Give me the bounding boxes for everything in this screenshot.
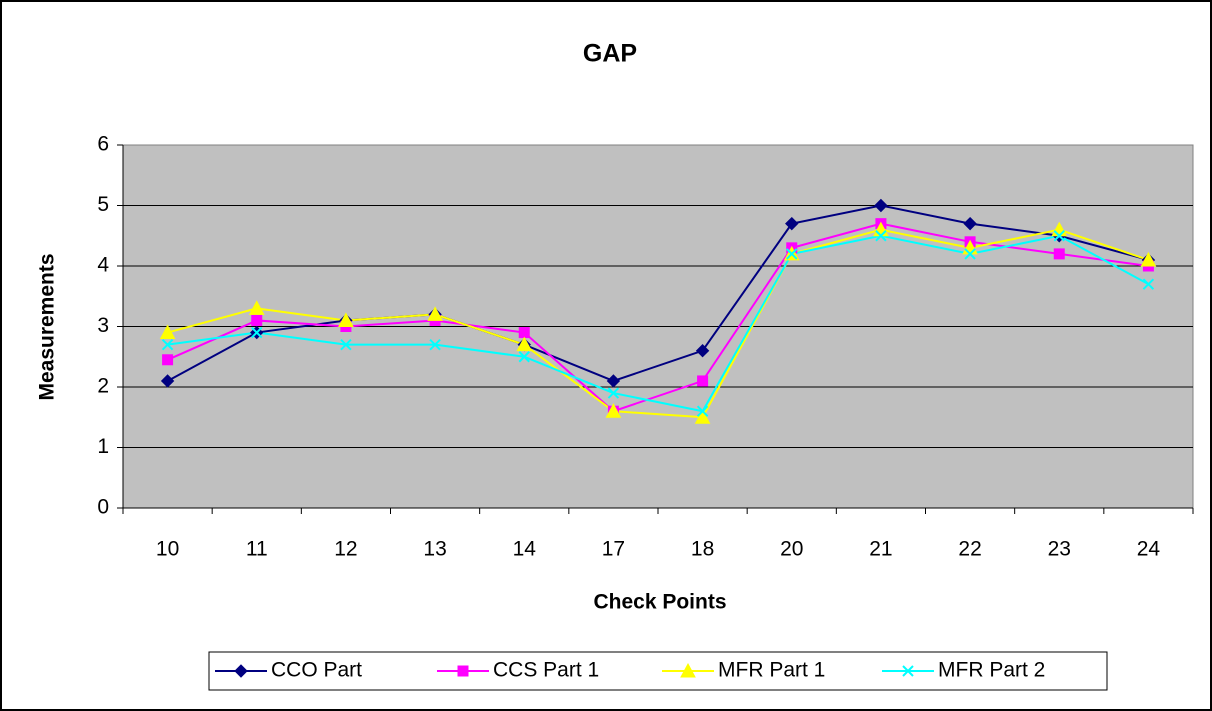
- marker: [1053, 230, 1065, 242]
- marker: [680, 662, 696, 678]
- marker: [160, 374, 175, 388]
- marker: [159, 324, 176, 340]
- marker: [902, 665, 914, 677]
- x-tick-label: 10: [156, 538, 179, 561]
- x-axis-label: Check Points: [593, 591, 726, 614]
- marker: [234, 664, 248, 678]
- marker: [607, 387, 620, 399]
- marker: [605, 403, 622, 418]
- x-tick-label: 17: [602, 538, 625, 561]
- marker: [251, 326, 263, 339]
- x-tick-label: 12: [334, 538, 357, 561]
- legend-label: CCO Part: [271, 659, 362, 682]
- marker: [162, 354, 174, 366]
- legend: [208, 651, 1108, 691]
- x-tick-label: 11: [246, 538, 268, 561]
- marker: [695, 343, 710, 358]
- y-tick-label: 5: [97, 193, 109, 216]
- x-tick-label: 21: [869, 538, 892, 561]
- series-line: [167, 228, 1149, 419]
- series-line: [167, 234, 1149, 413]
- marker: [964, 248, 976, 260]
- marker: [248, 300, 265, 315]
- marker: [606, 374, 621, 388]
- y-tick-label: 0: [97, 496, 109, 519]
- marker: [785, 216, 799, 231]
- marker: [697, 375, 709, 387]
- x-tick-label: 18: [691, 538, 714, 561]
- y-tick-label: 4: [97, 254, 109, 277]
- legend-label: MFR Part 1: [718, 659, 825, 682]
- marker: [340, 338, 352, 351]
- marker: [963, 216, 977, 231]
- marker: [874, 198, 888, 213]
- marker: [1142, 278, 1155, 290]
- y-tick-label: 6: [97, 133, 109, 156]
- y-tick-label: 3: [97, 314, 109, 337]
- y-tick-label: 2: [97, 375, 109, 398]
- x-tick-label: 22: [958, 538, 981, 561]
- marker: [457, 665, 469, 677]
- marker: [251, 314, 263, 326]
- marker: [875, 230, 887, 242]
- series-line: [167, 204, 1149, 383]
- marker: [338, 312, 354, 327]
- marker: [1053, 248, 1065, 260]
- marker: [429, 338, 441, 351]
- marker: [518, 351, 530, 363]
- marker: [1140, 251, 1157, 267]
- y-tick-label: 1: [97, 435, 109, 458]
- y-axis-label: Measurements: [36, 253, 59, 400]
- marker: [786, 248, 798, 260]
- legend-label: MFR Part 2: [938, 659, 1045, 682]
- x-tick-label: 14: [513, 538, 537, 561]
- marker: [516, 336, 533, 352]
- marker: [696, 405, 709, 417]
- marker: [694, 409, 711, 424]
- marker: [518, 327, 530, 339]
- chart-title: GAP: [583, 40, 637, 68]
- marker: [427, 306, 443, 321]
- x-tick-label: 24: [1137, 538, 1161, 561]
- x-tick-label: 23: [1048, 538, 1071, 561]
- x-tick-label: 20: [780, 538, 803, 561]
- marker: [161, 338, 174, 351]
- legend-label: CCS Part 1: [493, 659, 599, 682]
- x-tick-label: 13: [423, 538, 446, 561]
